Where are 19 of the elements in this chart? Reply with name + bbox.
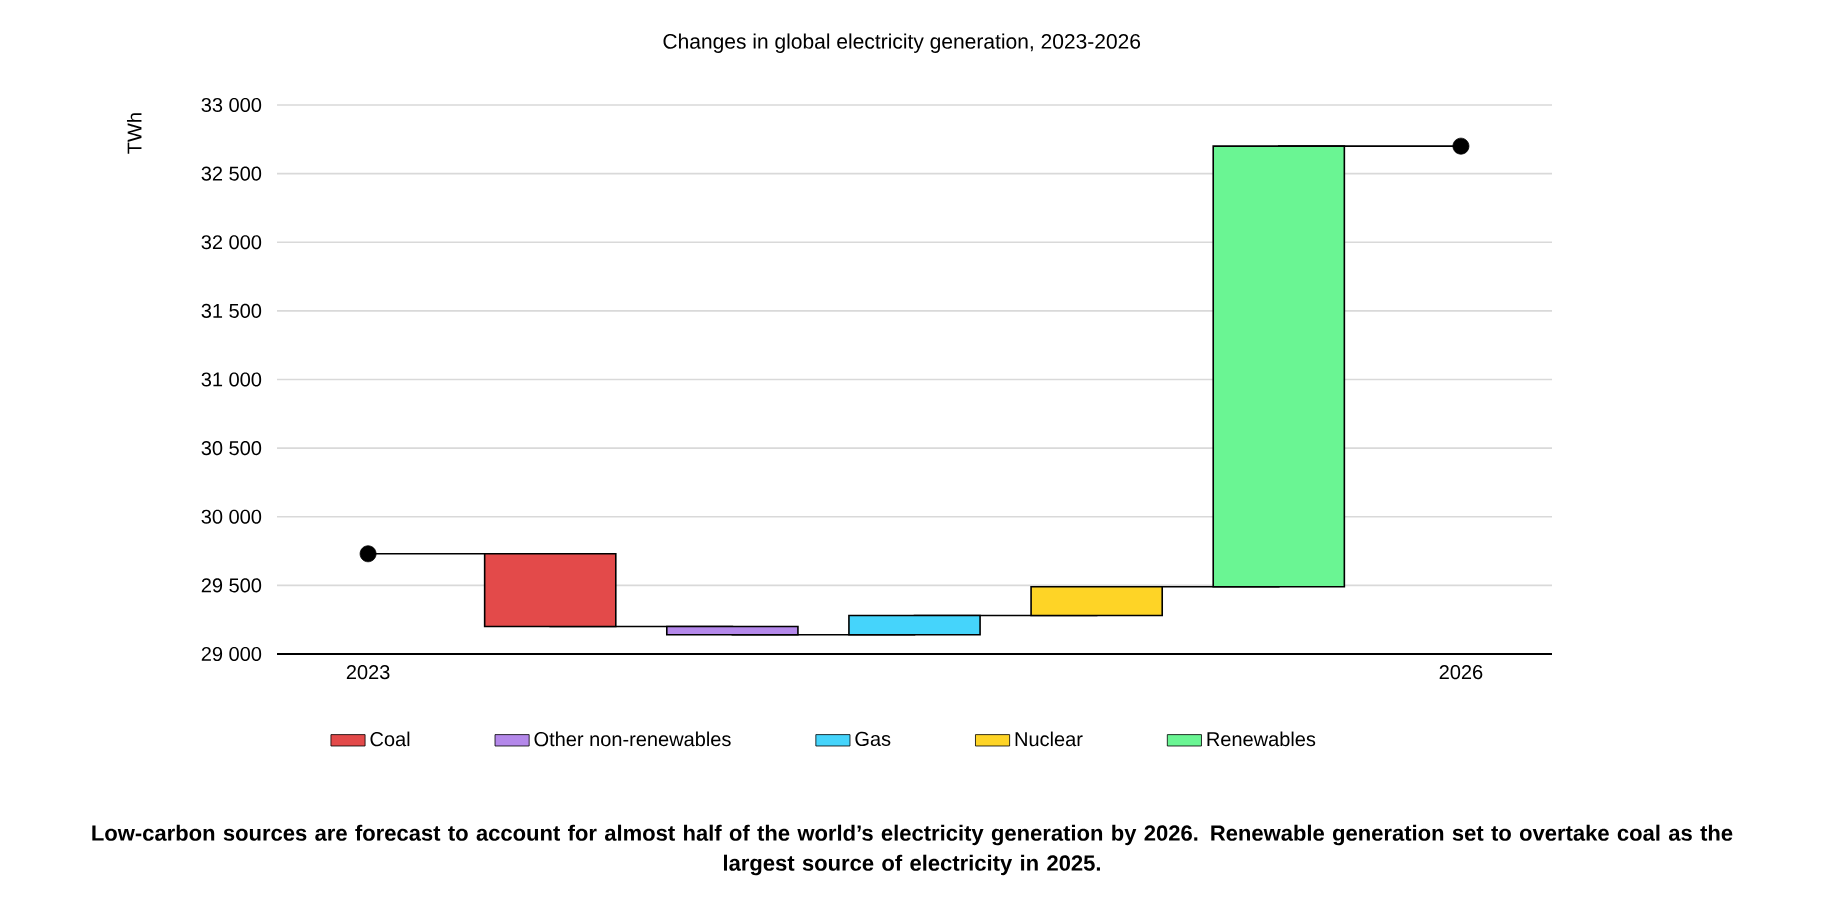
y-tick-label: 32 000 [201, 235, 262, 250]
chart-title: Changes in global electricity generation, 2023-2026 [663, 33, 1141, 53]
y-tick-label: 29 500 [201, 578, 262, 593]
y-tick-label: 33 000 [201, 97, 262, 113]
y-tick-label: 31 000 [201, 372, 262, 387]
legend-label: Gas [855, 731, 891, 746]
y-tick-label: 31 500 [201, 303, 262, 318]
legend-label: Renewables [1207, 731, 1316, 747]
text: Low-carbon sources are forecast to account for almost half of the world’s electricity generation by 2026. Renewable generation set to overtake coal as the largest source of electricity in 2025. [92, 824, 1733, 876]
legend-label: Nuclear [1015, 731, 1083, 747]
x-tick-label: 2026 [1439, 665, 1483, 680]
y-axis-title: TWh [126, 113, 142, 154]
y-tick-label: 30 000 [201, 509, 262, 524]
y-tick-label: 29 000 [201, 646, 262, 662]
y-tick-label: 30 500 [201, 441, 262, 456]
y-tick-label: 32 500 [201, 166, 262, 181]
x-tick-label: 2023 [346, 665, 390, 680]
legend-label: Coal [370, 731, 410, 747]
legend-label: Other non-renewables [534, 731, 731, 747]
